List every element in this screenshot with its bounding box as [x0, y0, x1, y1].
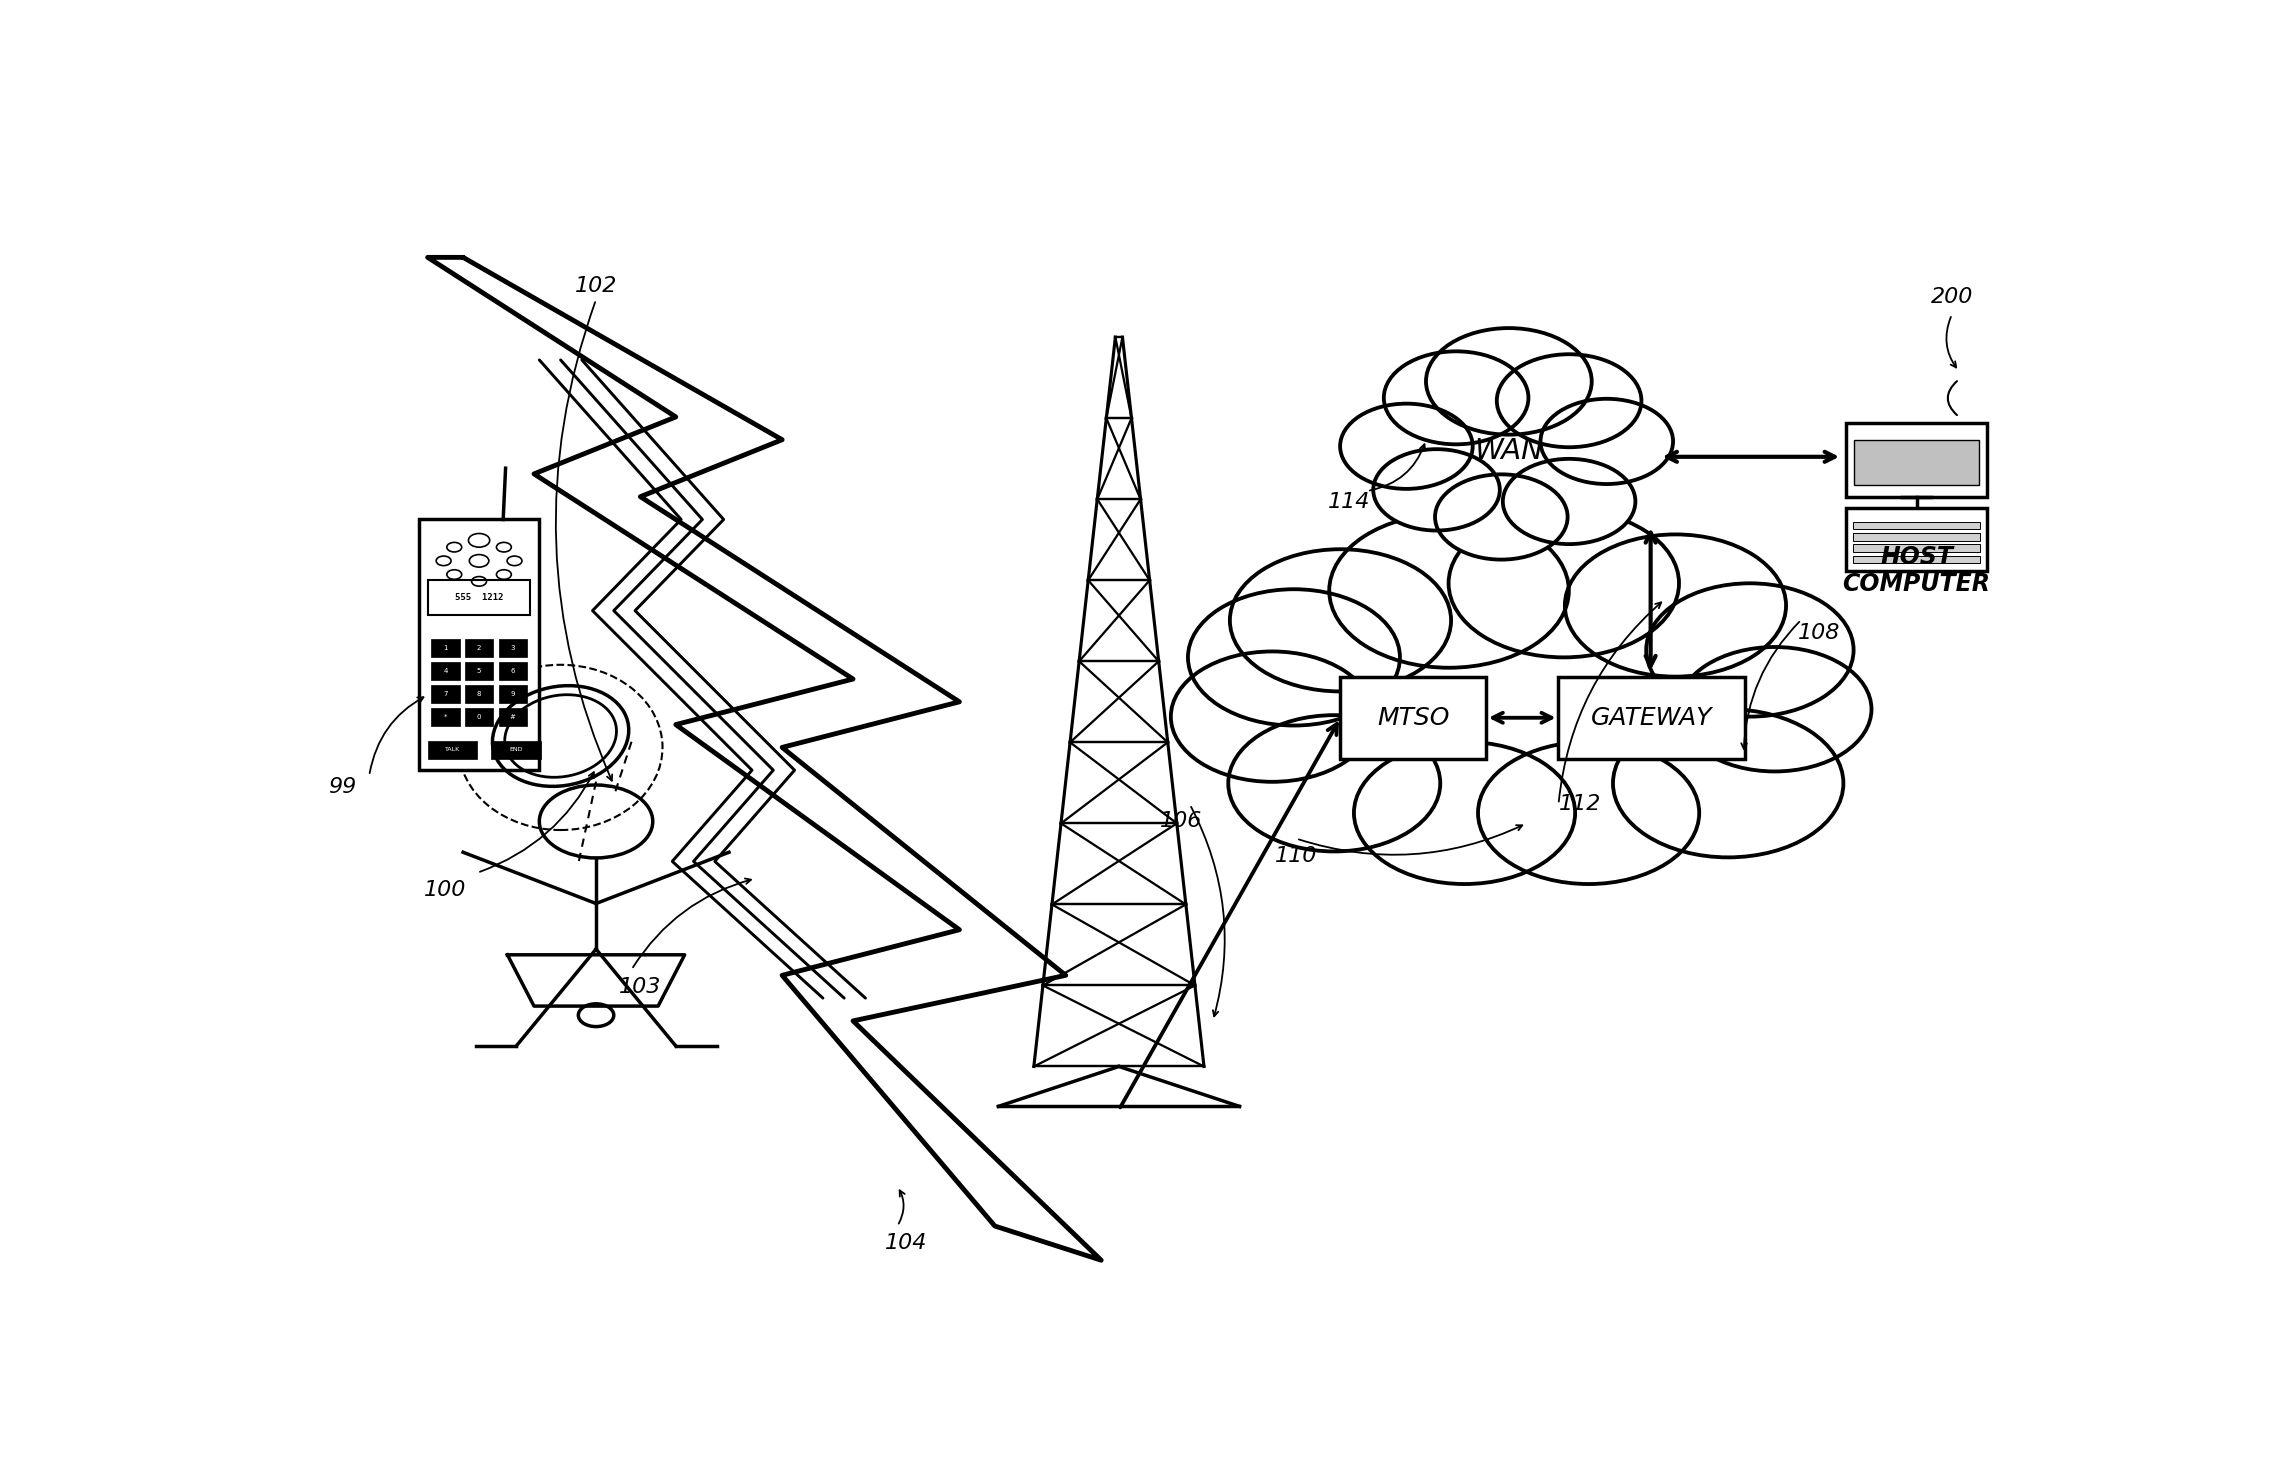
Bar: [1340, 676, 1487, 759]
Text: MTSO: MTSO: [1377, 706, 1450, 730]
Text: GATEWAY: GATEWAY: [1592, 706, 1713, 730]
Bar: [428, 580, 531, 614]
Polygon shape: [508, 955, 684, 1006]
Text: 104: 104: [885, 1233, 929, 1254]
Text: WAN: WAN: [1475, 437, 1544, 465]
Text: 6: 6: [510, 667, 515, 673]
Bar: [432, 662, 460, 681]
Bar: [1852, 533, 1981, 540]
Circle shape: [1329, 514, 1569, 667]
Circle shape: [1427, 329, 1592, 435]
Bar: [499, 662, 526, 681]
Bar: [1846, 423, 1987, 497]
Circle shape: [1354, 741, 1576, 884]
Bar: [464, 662, 494, 681]
Bar: [432, 707, 460, 725]
Circle shape: [1541, 398, 1674, 484]
Bar: [432, 685, 460, 703]
Bar: [464, 707, 494, 725]
Text: 4: 4: [444, 667, 448, 673]
Text: 1: 1: [444, 645, 448, 651]
Circle shape: [1612, 709, 1843, 857]
Text: 106: 106: [1160, 811, 1203, 832]
Circle shape: [1340, 404, 1473, 488]
Text: 100: 100: [423, 879, 467, 900]
Text: 103: 103: [620, 977, 661, 996]
Text: 9: 9: [510, 691, 515, 697]
Bar: [499, 707, 526, 725]
Text: TALK: TALK: [446, 747, 460, 752]
Circle shape: [1372, 448, 1500, 530]
Text: *: *: [444, 713, 446, 719]
Text: 108: 108: [1798, 623, 1841, 644]
Bar: [1852, 555, 1981, 564]
Circle shape: [1171, 651, 1374, 781]
Bar: [1846, 508, 1987, 571]
Bar: [1852, 545, 1981, 552]
Circle shape: [1503, 459, 1635, 545]
Circle shape: [1448, 509, 1679, 657]
Text: 114: 114: [1329, 493, 1370, 512]
Bar: [492, 740, 542, 759]
Circle shape: [1647, 583, 1852, 716]
Bar: [499, 685, 526, 703]
Circle shape: [1679, 647, 1871, 771]
Text: 200: 200: [1930, 287, 1974, 308]
Bar: [1855, 440, 1978, 485]
Polygon shape: [428, 258, 1102, 1259]
Text: #: #: [510, 713, 515, 719]
Text: 8: 8: [476, 691, 480, 697]
Bar: [1557, 676, 1745, 759]
Text: 0: 0: [476, 713, 480, 719]
Bar: [419, 519, 540, 770]
Circle shape: [1496, 354, 1642, 447]
Text: 5: 5: [478, 667, 480, 673]
Circle shape: [1228, 715, 1441, 851]
Bar: [499, 639, 526, 657]
Bar: [428, 740, 478, 759]
Circle shape: [1230, 549, 1450, 691]
Circle shape: [1477, 741, 1699, 884]
Circle shape: [1384, 351, 1528, 444]
Text: 110: 110: [1274, 845, 1317, 866]
Text: 555  1212: 555 1212: [455, 592, 503, 602]
Text: 2: 2: [478, 645, 480, 651]
Text: 99: 99: [329, 777, 357, 798]
Text: 7: 7: [444, 691, 448, 697]
Bar: [1852, 522, 1981, 530]
Circle shape: [1434, 475, 1567, 559]
Bar: [432, 639, 460, 657]
Bar: [464, 639, 494, 657]
Text: HOST
COMPUTER: HOST COMPUTER: [1843, 545, 1990, 596]
Text: 112: 112: [1557, 795, 1601, 814]
Text: END: END: [510, 747, 524, 752]
Text: 3: 3: [510, 645, 515, 651]
Bar: [464, 685, 494, 703]
Text: 102: 102: [574, 275, 617, 296]
Circle shape: [1564, 534, 1786, 676]
Circle shape: [1187, 589, 1400, 725]
